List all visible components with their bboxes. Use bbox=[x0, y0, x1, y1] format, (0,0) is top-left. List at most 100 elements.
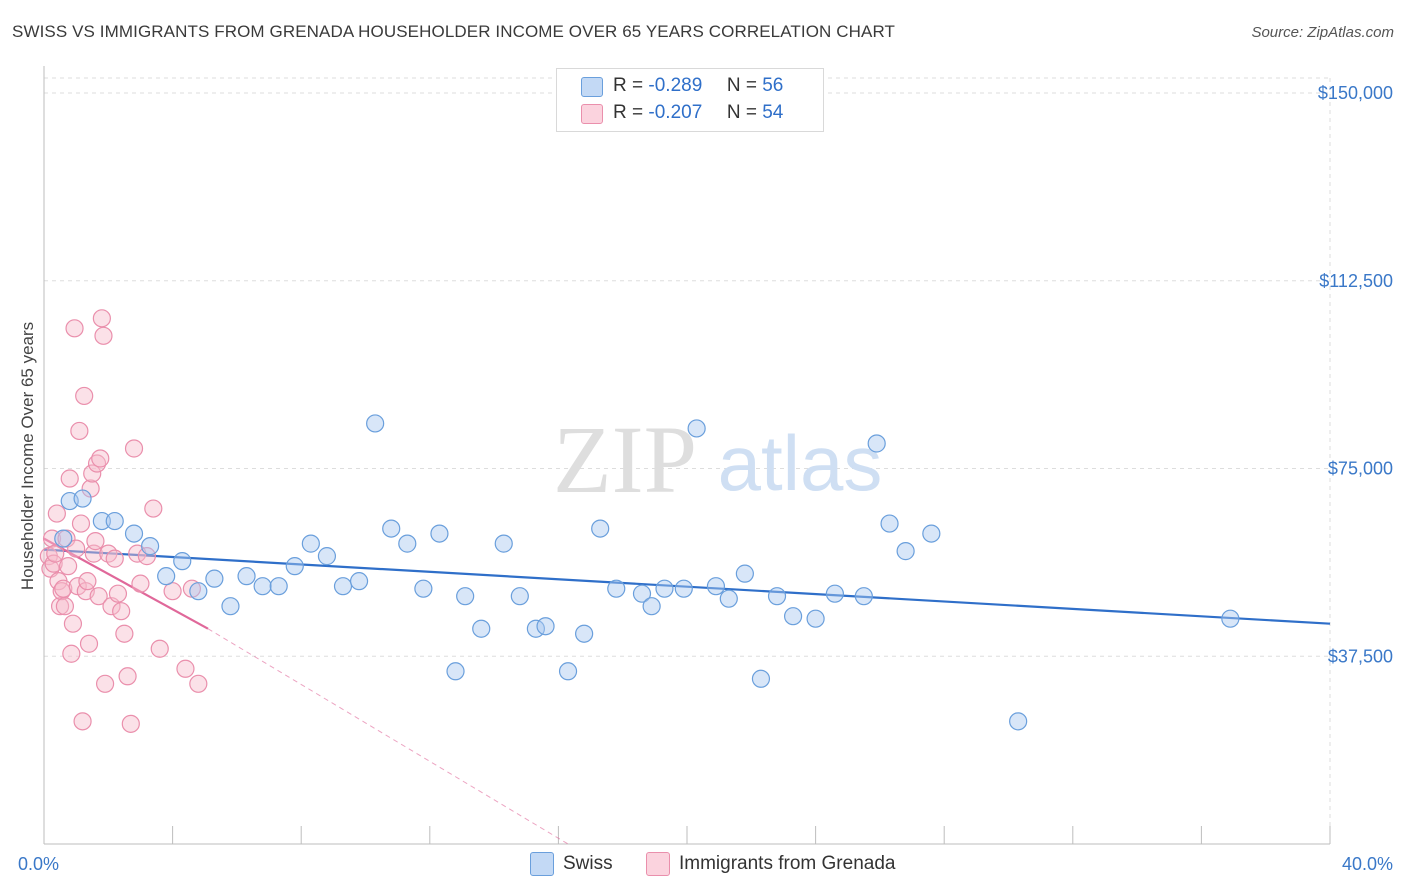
point-swiss bbox=[632, 584, 652, 603]
point-grenada bbox=[70, 421, 89, 441]
point-grenada bbox=[71, 514, 91, 533]
point-swiss bbox=[922, 524, 941, 543]
y-tick-label: $75,000 bbox=[1328, 459, 1393, 479]
point-swiss bbox=[1221, 609, 1240, 628]
x-tick-label: 0.0% bbox=[18, 854, 59, 874]
point-swiss bbox=[674, 579, 693, 598]
point-grenada bbox=[47, 504, 66, 523]
point-grenada bbox=[54, 579, 73, 598]
watermark-atlas: atlas bbox=[718, 419, 883, 507]
point-swiss bbox=[382, 519, 401, 538]
legend-n-label: N = bbox=[726, 75, 757, 96]
point-swiss bbox=[1009, 712, 1028, 731]
legend-bottom-label-grenada: Immigrants from Grenada bbox=[679, 853, 896, 874]
point-grenada bbox=[65, 319, 84, 338]
point-swiss bbox=[655, 579, 674, 598]
point-swiss bbox=[558, 662, 578, 681]
y-tick-label: $37,500 bbox=[1328, 646, 1393, 666]
point-grenada bbox=[55, 597, 74, 616]
point-swiss bbox=[591, 519, 610, 538]
point-grenada bbox=[60, 469, 79, 488]
trend-line-grenada-extension bbox=[207, 628, 569, 845]
point-grenada bbox=[94, 326, 113, 345]
point-grenada bbox=[189, 674, 208, 693]
x-tick-label: 40.0% bbox=[1342, 854, 1393, 874]
legend-text-swiss: R = -0.289 N = 56 bbox=[613, 75, 783, 97]
point-swiss bbox=[867, 434, 886, 453]
legend-item-swiss: Swiss bbox=[530, 852, 630, 876]
point-grenada bbox=[87, 454, 107, 473]
trend-layer bbox=[43, 537, 1331, 845]
watermark-zip: ZIP bbox=[553, 406, 697, 513]
point-grenada bbox=[79, 634, 99, 653]
point-swiss bbox=[687, 419, 706, 438]
legend-r-label: R = bbox=[613, 102, 644, 123]
point-swiss bbox=[105, 511, 124, 531]
point-swiss bbox=[825, 584, 844, 603]
legend-swatch-swiss bbox=[581, 77, 603, 97]
point-grenada bbox=[91, 449, 110, 468]
point-grenada bbox=[108, 584, 128, 603]
point-grenada bbox=[176, 659, 195, 678]
point-swiss bbox=[253, 577, 272, 596]
point-grenada bbox=[62, 644, 81, 663]
point-swiss bbox=[269, 577, 288, 596]
point-swiss bbox=[783, 607, 803, 626]
legend-swatch-grenada bbox=[581, 104, 603, 124]
point-swiss bbox=[124, 524, 144, 543]
point-swiss bbox=[494, 534, 513, 553]
point-grenada bbox=[78, 572, 97, 591]
y-tick-label: $150,000 bbox=[1318, 83, 1393, 103]
point-swiss bbox=[366, 414, 385, 433]
point-grenada bbox=[121, 714, 140, 733]
point-swiss bbox=[706, 577, 726, 596]
point-swiss bbox=[54, 529, 73, 548]
point-swiss bbox=[349, 572, 369, 591]
point-swiss bbox=[317, 547, 337, 566]
watermark-layer: ZIP atlas bbox=[553, 406, 882, 513]
point-grenada bbox=[50, 597, 70, 616]
legend-n-value: 56 bbox=[762, 75, 784, 96]
legend-n-value: 54 bbox=[762, 102, 784, 123]
point-swiss bbox=[719, 589, 738, 608]
correlation-legend: R = -0.289 N = 56 R = -0.207 N = 54 bbox=[556, 68, 824, 132]
point-swiss bbox=[536, 617, 555, 636]
point-swiss bbox=[189, 582, 208, 601]
point-grenada bbox=[46, 544, 65, 563]
point-swiss bbox=[642, 597, 661, 616]
point-swiss bbox=[73, 489, 92, 508]
trend-line-grenada bbox=[43, 537, 209, 630]
legend-item-grenada: Immigrants from Grenada bbox=[646, 852, 926, 876]
point-grenada bbox=[73, 712, 92, 731]
point-grenada bbox=[95, 674, 115, 693]
point-grenada bbox=[59, 557, 78, 576]
ticks-layer: $37,500 $75,000 $112,500 $150,000 0.0% 40.0% bbox=[18, 83, 1393, 874]
trend-line-swiss bbox=[43, 548, 1331, 625]
point-grenada bbox=[137, 547, 156, 566]
chart-title: SWISS VS IMMIGRANTS FROM GRENADA HOUSEHO… bbox=[12, 22, 895, 41]
point-swiss bbox=[607, 579, 626, 598]
point-swiss bbox=[205, 569, 224, 588]
point-grenada bbox=[115, 624, 134, 643]
point-grenada bbox=[163, 582, 182, 601]
legend-r-value: -0.289 bbox=[648, 75, 703, 96]
point-grenada bbox=[89, 587, 108, 606]
point-swiss bbox=[333, 577, 353, 596]
point-grenada bbox=[105, 549, 124, 568]
legend-n-label: N = bbox=[726, 102, 757, 123]
legend-text-grenada: R = -0.207 N = 54 bbox=[613, 102, 783, 124]
point-swiss bbox=[285, 557, 304, 576]
point-grenada bbox=[124, 439, 144, 458]
axis-layer bbox=[43, 66, 1331, 845]
point-swiss bbox=[237, 567, 256, 586]
point-swiss bbox=[854, 587, 873, 606]
legend-bottom-swatch-swiss bbox=[530, 852, 554, 876]
point-grenada bbox=[63, 614, 83, 633]
point-swiss bbox=[301, 534, 320, 553]
point-swiss bbox=[472, 619, 491, 638]
point-swiss bbox=[806, 609, 825, 628]
point-grenada bbox=[86, 532, 105, 551]
point-swiss bbox=[221, 597, 240, 616]
y-tick-label: $112,500 bbox=[1319, 271, 1393, 291]
